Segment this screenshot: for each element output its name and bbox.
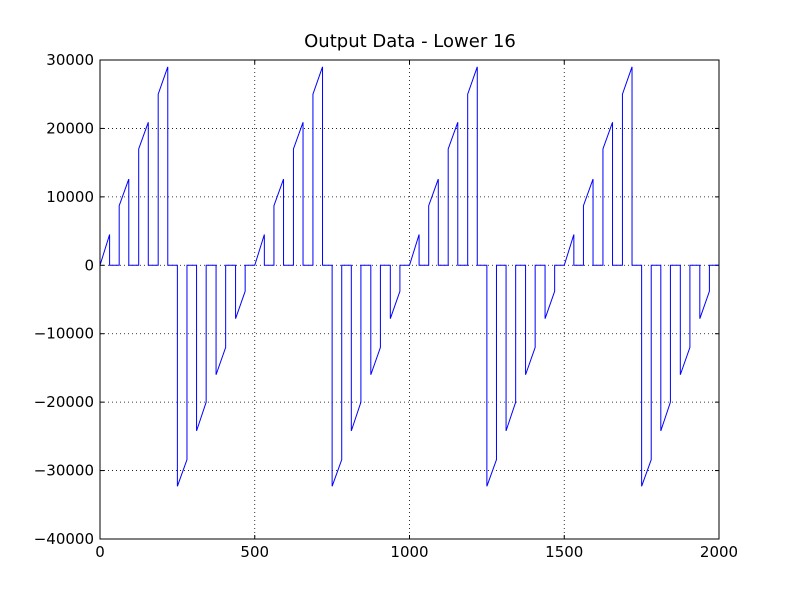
y-tick-label: 30000 <box>46 51 94 69</box>
y-tick-label: −40000 <box>34 530 94 548</box>
y-tick-label: 0 <box>84 256 94 274</box>
y-tick-label: 20000 <box>46 119 94 137</box>
y-tick-label: −20000 <box>34 393 94 411</box>
x-tick-label: 0 <box>95 543 105 561</box>
y-tick-label: −30000 <box>34 462 94 480</box>
chart-title: Output Data - Lower 16 <box>304 31 516 52</box>
x-tick-label: 2000 <box>700 543 738 561</box>
x-tick-label: 500 <box>240 543 269 561</box>
line-series <box>99 66 719 487</box>
y-tick-label: 10000 <box>46 188 94 206</box>
y-tick-label: −10000 <box>34 325 94 343</box>
x-tick-label: 1000 <box>390 543 428 561</box>
x-tick-label: 1500 <box>545 543 583 561</box>
plot-frame <box>99 59 720 540</box>
